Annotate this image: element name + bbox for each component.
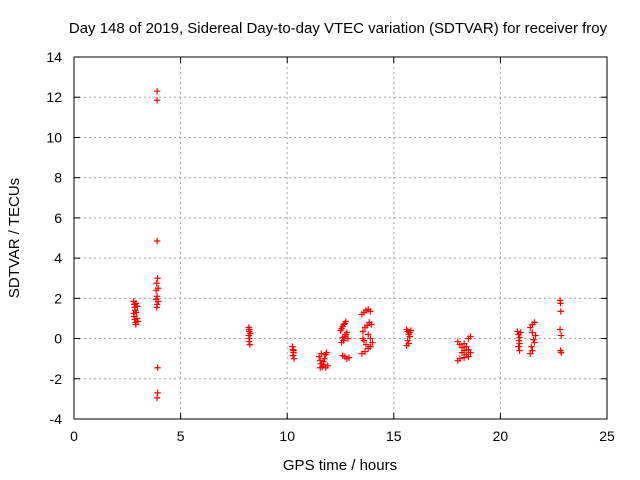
data-point (528, 343, 535, 350)
data-point (361, 348, 369, 355)
data-point (557, 332, 565, 339)
data-point (133, 309, 140, 316)
data-point (514, 328, 521, 335)
data-point (153, 293, 161, 300)
y-tick-label: 6 (54, 210, 62, 226)
data-point (515, 337, 523, 344)
x-tick-label: 20 (493, 428, 509, 444)
data-point (531, 339, 538, 346)
grid (74, 57, 607, 419)
data-point (367, 343, 374, 350)
data-point (153, 87, 161, 95)
data-point (557, 300, 564, 307)
x-tick-label: 0 (70, 428, 78, 444)
data-point (516, 340, 523, 347)
data-point (134, 303, 141, 310)
data-point (359, 335, 367, 342)
data-point (132, 300, 140, 307)
data-point (527, 350, 534, 357)
data-point (290, 347, 297, 354)
data-series-sdtvar (130, 87, 565, 402)
data-point (516, 347, 523, 354)
chart-title: Day 148 of 2019, Sidereal Day-to-day VTE… (69, 20, 608, 37)
data-point (153, 394, 161, 402)
y-tick-label: 12 (46, 89, 62, 105)
data-point (246, 341, 254, 348)
data-point (515, 343, 522, 350)
data-point (407, 327, 415, 334)
data-point (556, 326, 564, 333)
x-tick-label: 15 (386, 428, 402, 444)
data-point (365, 331, 372, 338)
data-point (529, 329, 536, 336)
data-point (516, 334, 523, 341)
y-tick-label: -4 (50, 411, 63, 427)
data-point (460, 354, 468, 361)
data-point (153, 237, 161, 245)
data-point (318, 350, 325, 357)
data-point (532, 332, 539, 339)
y-tick-label: -2 (50, 371, 63, 387)
data-point (458, 349, 466, 356)
data-point (247, 330, 254, 337)
data-point (557, 349, 565, 356)
data-point (289, 343, 296, 350)
data-point (517, 329, 524, 336)
data-point (403, 342, 410, 349)
data-point (344, 335, 352, 342)
data-point (454, 357, 461, 364)
axis-ticks (73, 56, 608, 420)
data-point (531, 319, 538, 326)
data-point (153, 280, 160, 287)
data-point (367, 308, 374, 315)
data-point (154, 275, 161, 282)
data-point (155, 298, 162, 305)
data-point (155, 285, 162, 292)
y-tick-label: 14 (46, 49, 62, 65)
data-point (321, 355, 328, 362)
data-point (367, 335, 374, 342)
data-point (323, 349, 330, 356)
plot-frame (73, 56, 608, 420)
data-point (322, 364, 329, 371)
data-point (342, 318, 350, 325)
x-tick-label: 5 (177, 428, 185, 444)
data-point (368, 321, 375, 328)
data-point (246, 326, 253, 333)
axis-tick-labels: 0 5 10 15 20 25 -4 -2 0 2 4 6 8 10 12 14 (46, 49, 615, 444)
y-tick-label: 2 (54, 290, 62, 306)
data-point (467, 333, 474, 340)
data-point (317, 357, 324, 364)
data-point (345, 354, 353, 361)
data-point (530, 336, 537, 343)
data-point (338, 339, 345, 346)
data-point (134, 318, 142, 325)
y-tick-label: 8 (54, 170, 62, 186)
data-point (369, 339, 376, 346)
data-point (320, 358, 327, 365)
data-point (557, 308, 564, 315)
data-point (154, 364, 161, 371)
x-tick-label: 25 (599, 428, 615, 444)
data-point (343, 329, 351, 336)
data-point (362, 341, 370, 348)
y-tick-label: 0 (54, 331, 62, 347)
y-tick-label: 4 (54, 250, 62, 266)
data-point (133, 315, 141, 322)
y-axis-label: SDTVAR / TECUs (6, 178, 23, 298)
x-axis-label: GPS time / hours (283, 457, 397, 474)
data-point (153, 304, 160, 311)
x-tick-label: 10 (279, 428, 295, 444)
y-tick-label: 10 (46, 129, 62, 145)
data-point (289, 352, 297, 359)
data-point (465, 353, 472, 360)
data-point (245, 338, 253, 345)
data-point (404, 337, 411, 344)
data-point (359, 328, 367, 335)
data-point (290, 355, 298, 362)
data-point (153, 97, 161, 104)
data-point (460, 340, 468, 347)
